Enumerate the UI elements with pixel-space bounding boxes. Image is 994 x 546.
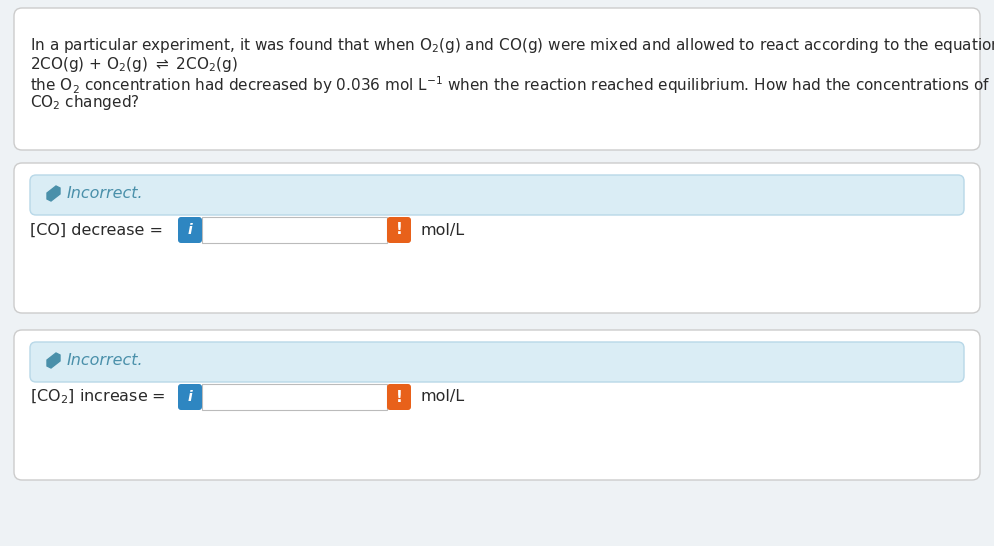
Text: $\mathregular{CO_2}$ changed?: $\mathregular{CO_2}$ changed?: [30, 93, 139, 112]
Text: In a particular experiment, it was found that when $\mathregular{O_2}$(g) and CO: In a particular experiment, it was found…: [30, 36, 994, 55]
FancyBboxPatch shape: [387, 384, 411, 410]
Text: Incorrect.: Incorrect.: [67, 353, 143, 368]
FancyBboxPatch shape: [14, 330, 980, 480]
Text: the $\mathregular{O_2}$ concentration had decreased by 0.036 mol $\mathregular{L: the $\mathregular{O_2}$ concentration ha…: [30, 74, 994, 96]
FancyBboxPatch shape: [202, 217, 387, 243]
Text: Incorrect.: Incorrect.: [67, 186, 143, 201]
FancyBboxPatch shape: [387, 217, 411, 243]
Text: i: i: [188, 223, 193, 237]
Text: [$\mathregular{CO_2}$] increase =: [$\mathregular{CO_2}$] increase =: [30, 388, 167, 406]
FancyBboxPatch shape: [178, 384, 202, 410]
Text: mol/L: mol/L: [420, 223, 464, 238]
FancyBboxPatch shape: [14, 8, 980, 150]
FancyBboxPatch shape: [30, 342, 964, 382]
Text: 2CO(g) + $\mathregular{O_2}$(g) $\mathregular{\rightleftharpoons}$ 2$\mathregula: 2CO(g) + $\mathregular{O_2}$(g) $\mathre…: [30, 55, 238, 74]
Text: [CO] decrease =: [CO] decrease =: [30, 223, 168, 238]
Text: !: !: [396, 223, 403, 238]
FancyBboxPatch shape: [178, 217, 202, 243]
FancyBboxPatch shape: [30, 175, 964, 215]
Text: i: i: [188, 390, 193, 404]
Polygon shape: [47, 353, 60, 368]
Text: mol/L: mol/L: [420, 389, 464, 405]
Polygon shape: [47, 186, 60, 201]
FancyBboxPatch shape: [14, 163, 980, 313]
FancyBboxPatch shape: [202, 384, 387, 410]
Text: !: !: [396, 389, 403, 405]
